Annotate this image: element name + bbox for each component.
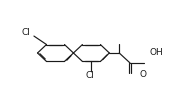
Text: Cl: Cl [85, 71, 94, 80]
Text: O: O [139, 70, 146, 79]
Text: Cl: Cl [21, 28, 30, 37]
Text: OH: OH [150, 48, 163, 57]
